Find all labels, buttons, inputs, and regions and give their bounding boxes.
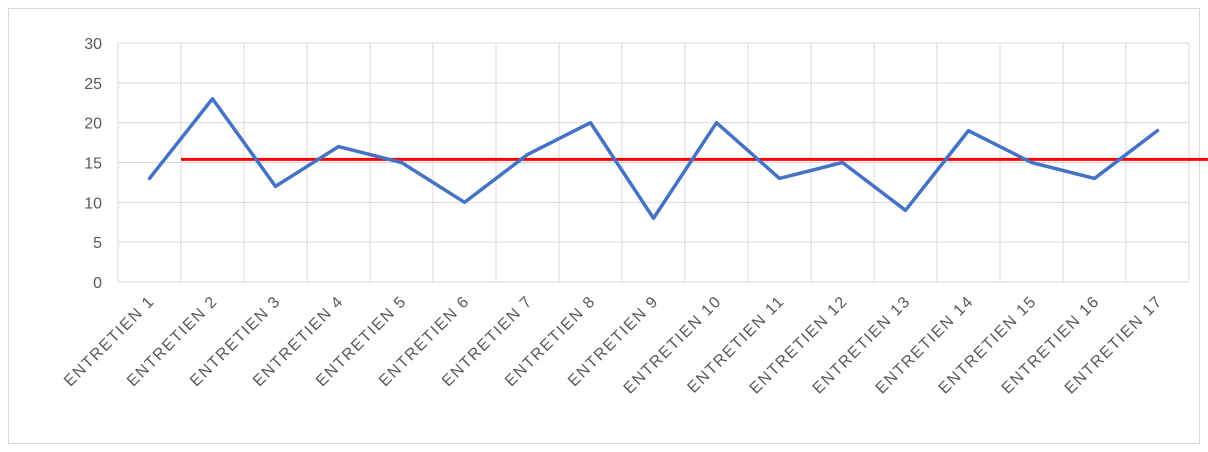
y-tick-label: 5 bbox=[93, 235, 102, 252]
chart-frame bbox=[8, 8, 1200, 444]
y-tick-label: 20 bbox=[84, 116, 102, 133]
series-group bbox=[147, 97, 1160, 221]
y-axis-ticks: 0 5 10 15 20 25 30 bbox=[84, 36, 102, 292]
y-tick-label: 30 bbox=[84, 36, 102, 53]
y-tick-label: 25 bbox=[84, 76, 102, 93]
y-tick-label: 15 bbox=[84, 156, 102, 173]
gridlines bbox=[117, 42, 1190, 283]
y-tick-label: 10 bbox=[84, 195, 102, 212]
y-tick-label: 0 bbox=[93, 275, 102, 292]
